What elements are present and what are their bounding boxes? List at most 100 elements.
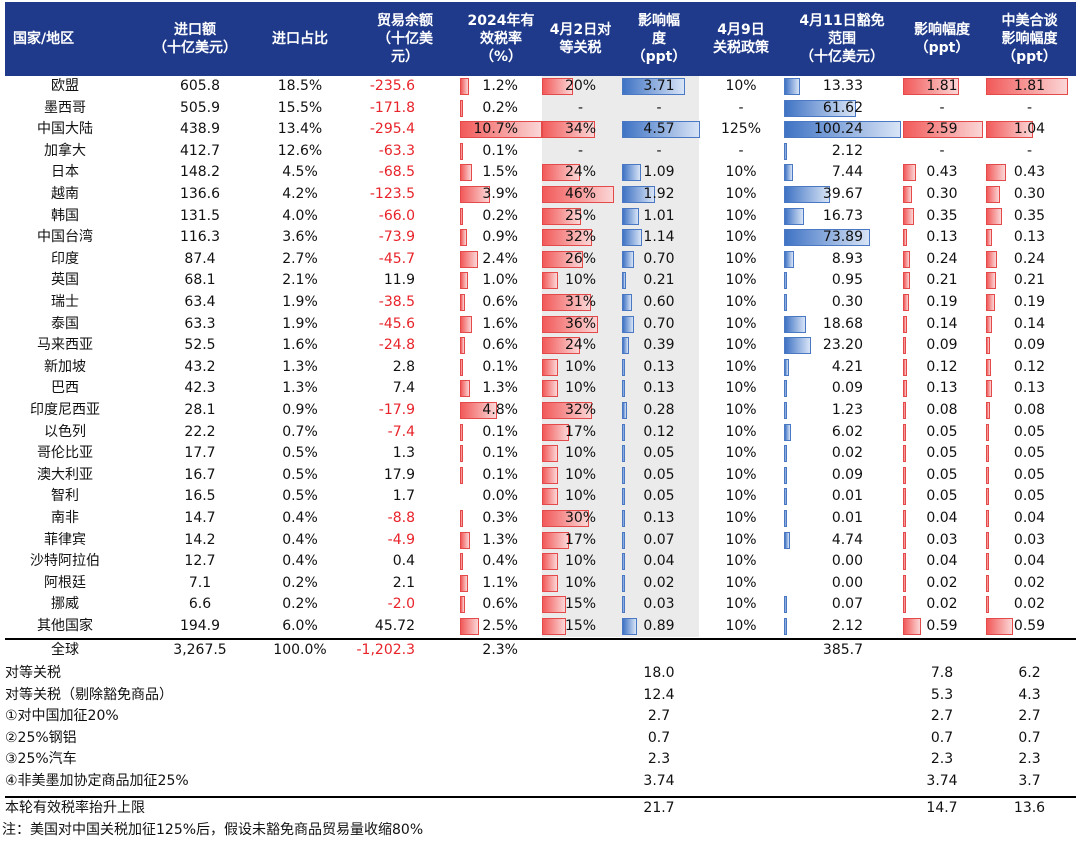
impact3-bar bbox=[986, 78, 1068, 95]
effective-rate-bar bbox=[460, 78, 470, 95]
summary-impact1: 18.0 bbox=[643, 665, 675, 681]
summary-impact2: 5.3 bbox=[930, 686, 954, 703]
header-apr2: 4月2日对 等关税 bbox=[549, 22, 612, 56]
row-impact1: 0.07 bbox=[643, 531, 675, 548]
row-impact3: 0.13 bbox=[1013, 380, 1046, 397]
impact1-bar bbox=[622, 402, 627, 419]
row-apr2: 24% bbox=[564, 337, 597, 354]
apr11-bar bbox=[784, 121, 901, 139]
impact1-bar bbox=[622, 294, 633, 311]
table-row: 越南 136.6 4.2% -123.5 3.9% 46% 1.92 10% 39.67 0.30… bbox=[5, 184, 1076, 206]
table-row: 巴西 42.3 1.3% 7.4 1.3% 10% 0.13 10% 0.09 0.13 0.13 bbox=[5, 378, 1076, 400]
header-country: 国家/地区 bbox=[13, 31, 75, 47]
apr11-bar bbox=[784, 207, 804, 225]
row-impact3: 0.03 bbox=[1013, 531, 1046, 548]
row-imports: 148.2 bbox=[179, 164, 221, 181]
impact3-bar bbox=[986, 337, 991, 355]
table-row: 智利 16.5 0.5% 1.7 0.0% 10% 0.05 10% 0.01 0.05 0.05 bbox=[5, 486, 1076, 508]
row-balance: -45.7 bbox=[378, 250, 415, 267]
apr11-bar bbox=[784, 402, 787, 419]
row-impact1: 0.03 bbox=[643, 596, 675, 613]
row-imports: 63.4 bbox=[184, 294, 216, 310]
row-impact2: 0.03 bbox=[926, 531, 958, 548]
row-country: 挪威 bbox=[51, 596, 79, 613]
apr2-bar bbox=[542, 250, 583, 268]
summary-label: ①对中国加征20% bbox=[5, 708, 119, 725]
apr2-bar bbox=[542, 596, 566, 614]
table-row: 印度尼西亚 28.1 0.9% -17.9 4.8% 32% 0.28 10% 1.23 0.08… bbox=[5, 400, 1076, 422]
impact3-bar bbox=[986, 186, 1000, 203]
final-rule bbox=[5, 796, 1076, 798]
row-effective-rate: 0.6% bbox=[482, 596, 518, 613]
row-impact1: 0.13 bbox=[643, 510, 675, 526]
row-imports: 68.1 bbox=[184, 272, 216, 289]
impact2-bar bbox=[903, 207, 914, 225]
row-apr11: 13.33 bbox=[822, 78, 863, 94]
row-impact2: 0.13 bbox=[926, 380, 958, 397]
row-share: 1.6% bbox=[282, 337, 318, 354]
effective-rate-bar bbox=[460, 250, 479, 268]
row-impact1: 0.21 bbox=[643, 272, 675, 289]
row-impact2: 0.13 bbox=[926, 229, 958, 246]
impact2-bar bbox=[903, 574, 906, 592]
row-impact2: 0.12 bbox=[926, 358, 958, 375]
header-impact3: 中美合谈 影响幅度 （ppt） bbox=[1001, 13, 1058, 65]
row-apr9: 10% bbox=[725, 510, 757, 526]
row-impact2: 2.59 bbox=[926, 121, 958, 138]
row-imports: 12.7 bbox=[184, 553, 216, 570]
impact2-bar bbox=[903, 402, 906, 419]
apr2-bar bbox=[542, 402, 593, 419]
row-balance: -24.8 bbox=[378, 337, 415, 354]
row-balance: -7.4 bbox=[387, 423, 415, 440]
header-apr11: 4月11日豁免 范围 （十亿美元） bbox=[799, 13, 885, 65]
row-apr2: 10% bbox=[564, 380, 597, 397]
row-apr11: 0.09 bbox=[831, 380, 863, 397]
row-apr9: - bbox=[738, 99, 744, 116]
effective-rate-bar bbox=[460, 99, 463, 117]
row-share: 4.0% bbox=[282, 207, 318, 224]
impact1-bar bbox=[622, 250, 634, 268]
apr11-bar bbox=[784, 510, 787, 527]
impact3-bar bbox=[986, 229, 992, 247]
row-impact1: 0.39 bbox=[643, 337, 675, 354]
row-imports: 43.2 bbox=[184, 358, 216, 375]
apr2-bar bbox=[542, 207, 582, 225]
row-effective-rate: 0.3% bbox=[482, 510, 518, 526]
row-impact2: 0.24 bbox=[926, 250, 958, 267]
row-country: 马来西亚 bbox=[37, 337, 93, 354]
effective-rate-bar bbox=[460, 186, 490, 203]
effective-rate-bar bbox=[460, 596, 465, 614]
table-row: 韩国 131.5 4.0% -66.0 0.2% 25% 1.01 10% 16.73 0.35 0… bbox=[5, 206, 1076, 228]
row-impact1: 0.12 bbox=[643, 423, 675, 440]
row-share: 0.4% bbox=[282, 553, 318, 570]
row-apr11: 18.68 bbox=[822, 315, 863, 332]
row-share: 1.9% bbox=[282, 294, 318, 310]
row-apr9: 10% bbox=[725, 207, 757, 224]
row-apr2: 10% bbox=[564, 466, 597, 483]
apr11-bar bbox=[784, 142, 787, 160]
impact3-bar bbox=[986, 121, 1034, 139]
row-impact3: - bbox=[1026, 99, 1033, 116]
row-effective-rate: 1.6% bbox=[482, 315, 518, 332]
final-impact3: 13.6 bbox=[1013, 800, 1046, 816]
apr2-bar bbox=[542, 164, 580, 182]
summary-impact2: 2.3 bbox=[930, 751, 954, 768]
effective-rate-bar bbox=[460, 618, 480, 635]
row-impact2: 0.02 bbox=[926, 574, 958, 591]
impact2-bar bbox=[903, 294, 909, 311]
summary-impact1: 12.4 bbox=[643, 686, 675, 703]
row-country: 墨西哥 bbox=[44, 99, 86, 116]
impact1-bar bbox=[622, 445, 625, 463]
row-share: 0.7% bbox=[282, 423, 318, 440]
total-apr11: 385.7 bbox=[822, 642, 863, 658]
apr2-bar bbox=[542, 78, 574, 95]
row-impact1: - bbox=[656, 142, 662, 159]
impact2-bar bbox=[903, 466, 906, 484]
row-imports: 7.1 bbox=[188, 574, 212, 591]
table-row: 日本 148.2 4.5% -68.5 1.5% 24% 1.09 10% 7.44 0.43 0.… bbox=[5, 162, 1076, 184]
row-share: 13.4% bbox=[277, 121, 323, 138]
row-balance: 0.4 bbox=[392, 553, 415, 570]
row-share: 1.3% bbox=[282, 380, 318, 397]
row-share: 12.6% bbox=[277, 142, 323, 159]
row-apr9: 10% bbox=[725, 380, 757, 397]
